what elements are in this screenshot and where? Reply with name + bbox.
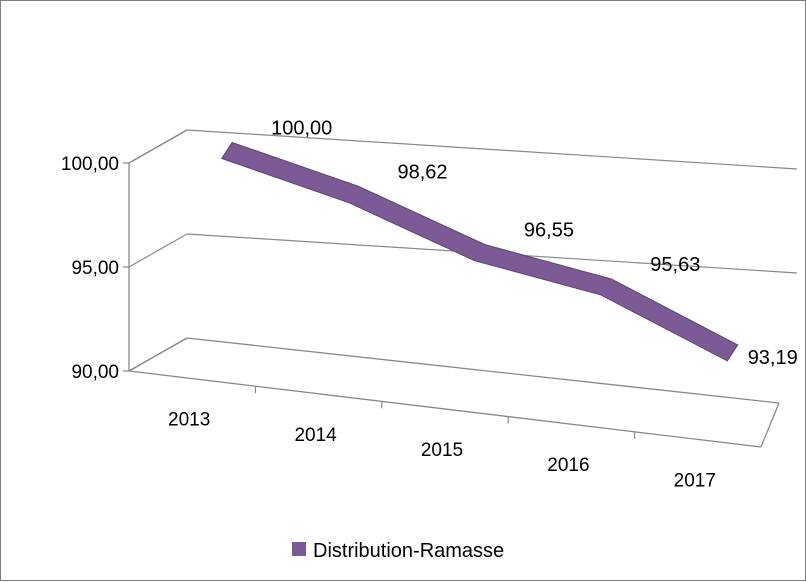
series-ribbon-distribution-ramasse <box>222 142 738 360</box>
floor-back-edge <box>187 338 779 403</box>
x-tick-label: 2015 <box>421 440 463 461</box>
y-tick-label: 90,00 <box>71 362 119 383</box>
data-label-2015: 96,55 <box>524 220 574 242</box>
legend-label-distribution-ramasse: Distribution-Ramasse <box>313 540 504 562</box>
data-label-2017: 93,19 <box>748 347 798 369</box>
data-label-2014: 98,62 <box>398 161 448 183</box>
x-tick-labels: 2013 2014 2015 2016 2017 <box>168 410 716 492</box>
data-label-2013: 100,00 <box>271 117 332 139</box>
x-tick-label: 2013 <box>168 410 210 431</box>
gridline-side-95 <box>129 234 187 267</box>
data-labels: 100,00 98,62 96,55 95,63 93,19 <box>271 117 798 368</box>
legend: Distribution-Ramasse <box>292 540 504 562</box>
chart-walls <box>129 130 779 447</box>
x-tick-label: 2017 <box>674 470 716 491</box>
data-label-2016: 95,63 <box>650 254 700 276</box>
series-layer <box>222 142 738 360</box>
x-tick-label: 2014 <box>294 425 337 446</box>
floor-front-edge <box>129 371 761 447</box>
y-tick-labels: 90,00 95,00 100,00 <box>61 154 119 383</box>
gridline-side-90 <box>129 338 187 371</box>
floor-right-edge <box>761 403 779 447</box>
y-tick-label: 95,00 <box>71 258 119 279</box>
gridline-side-100 <box>129 130 187 163</box>
legend-swatch <box>292 542 306 556</box>
y-tick-label: 100,00 <box>61 154 119 175</box>
x-tick-label: 2016 <box>547 455 589 476</box>
